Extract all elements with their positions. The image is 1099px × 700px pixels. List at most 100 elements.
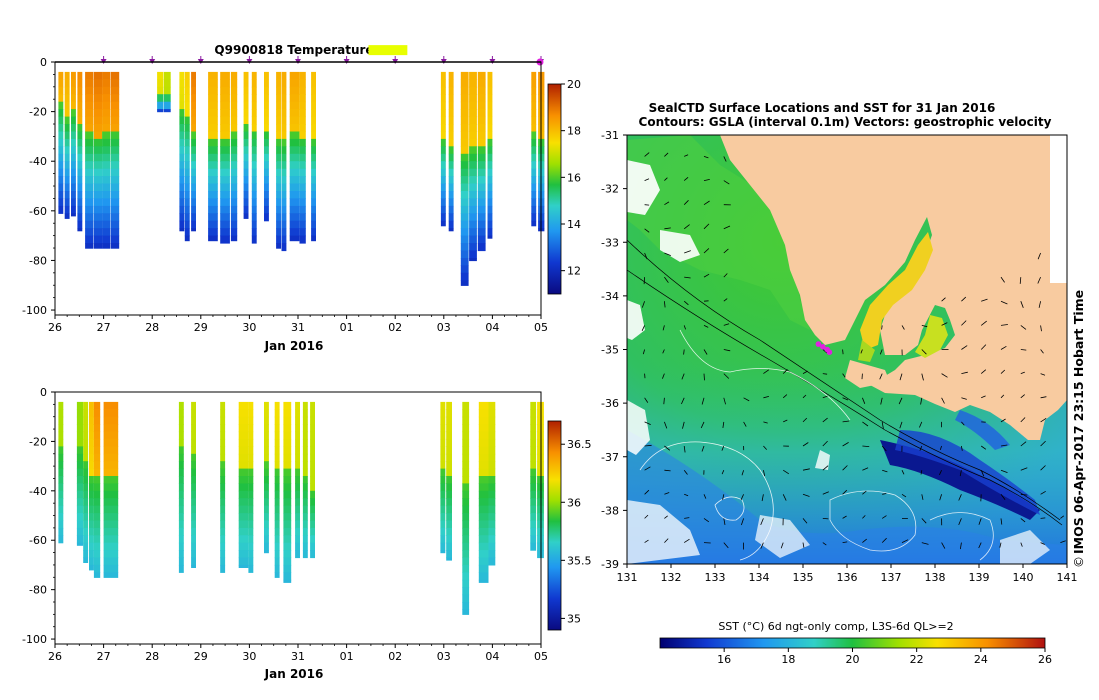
velocity-vector bbox=[980, 445, 987, 450]
profile-cell bbox=[462, 594, 470, 603]
profile-cell bbox=[64, 183, 70, 192]
profile-cell bbox=[530, 453, 537, 462]
profile-cell bbox=[289, 235, 300, 242]
velocity-vector bbox=[842, 515, 847, 519]
profile-cell bbox=[311, 101, 316, 110]
profile-cell bbox=[531, 205, 537, 214]
profile-cell bbox=[220, 453, 226, 462]
profile-cell bbox=[191, 438, 196, 447]
profile-cell bbox=[281, 183, 287, 192]
profile-cell bbox=[289, 205, 300, 214]
profile-cell bbox=[64, 198, 70, 207]
profile-cell bbox=[299, 153, 306, 162]
y-tick-label: -60 bbox=[29, 534, 47, 547]
profile-cell bbox=[289, 183, 300, 192]
y-tick-label: -100 bbox=[22, 633, 47, 646]
profile-cell bbox=[251, 228, 257, 237]
profile-cell bbox=[488, 424, 496, 433]
velocity-vector bbox=[743, 397, 750, 402]
profile-cell bbox=[77, 116, 83, 125]
profile-cell bbox=[110, 71, 120, 80]
profile-cell bbox=[220, 94, 230, 103]
profile-cell bbox=[238, 483, 249, 492]
velocity-vector bbox=[644, 444, 652, 447]
profile-cell bbox=[477, 191, 486, 199]
profile-cell bbox=[302, 453, 308, 462]
profile-cell bbox=[488, 401, 496, 410]
profile-cell bbox=[248, 527, 254, 536]
profile-cell bbox=[477, 198, 486, 207]
profile-cell bbox=[264, 535, 269, 544]
x-tick-label: 29 bbox=[194, 321, 208, 334]
profile-cell bbox=[77, 71, 83, 80]
profile-cell bbox=[531, 79, 537, 88]
profile-cell bbox=[264, 71, 269, 80]
profile-cell bbox=[243, 71, 249, 80]
profile-cell bbox=[179, 220, 185, 229]
profile-cell bbox=[220, 550, 226, 559]
profile-cell bbox=[448, 213, 454, 222]
sst-map-panel: SealCTD Surface Locations and SST for 31… bbox=[601, 101, 1086, 666]
profile-cell bbox=[77, 198, 83, 207]
profile-cell bbox=[238, 490, 249, 499]
profile-cell bbox=[191, 101, 196, 110]
profile-cell bbox=[93, 191, 103, 199]
profile-cell bbox=[184, 146, 190, 155]
profile-cell bbox=[276, 228, 281, 237]
profile-cell bbox=[477, 116, 486, 125]
profile-cell bbox=[446, 424, 452, 433]
profile-cell bbox=[531, 86, 537, 95]
profile-column bbox=[488, 401, 496, 566]
map-x-tick-label: 136 bbox=[837, 571, 858, 584]
profile-cell bbox=[462, 609, 470, 615]
velocity-vector bbox=[881, 445, 887, 452]
profile-cell bbox=[446, 483, 452, 492]
colorbar-tick-label: 20 bbox=[567, 78, 581, 91]
profile-cell bbox=[178, 431, 184, 440]
profile-cell bbox=[251, 161, 257, 170]
profile-cell bbox=[178, 424, 184, 433]
profile-column bbox=[264, 401, 269, 554]
profile-cell bbox=[110, 220, 120, 229]
profile-cell bbox=[191, 431, 196, 440]
profile-cell bbox=[487, 116, 493, 125]
profile-cell bbox=[248, 401, 254, 410]
velocity-vector bbox=[842, 489, 848, 495]
profile-column bbox=[531, 71, 537, 227]
velocity-vector bbox=[822, 491, 829, 495]
velocity-vector bbox=[880, 397, 883, 405]
profile-cell bbox=[276, 213, 281, 222]
profile-cell bbox=[440, 138, 446, 147]
profile-cell bbox=[220, 409, 226, 418]
profile-cell bbox=[238, 424, 249, 433]
profile-cell bbox=[238, 513, 249, 522]
profile-cell bbox=[178, 564, 184, 573]
profile-cell bbox=[220, 527, 226, 536]
profile-cell bbox=[248, 557, 254, 566]
profile-cell bbox=[531, 94, 537, 103]
profile-cell bbox=[477, 205, 486, 214]
profile-cell bbox=[208, 191, 218, 199]
profile-cell bbox=[276, 138, 281, 147]
profile-cell bbox=[83, 438, 89, 447]
profile-column bbox=[299, 71, 306, 244]
profile-cell bbox=[283, 550, 292, 559]
profile-cell bbox=[311, 176, 316, 185]
velocity-vector bbox=[664, 276, 669, 283]
profile-cell bbox=[488, 535, 496, 544]
profile-cell bbox=[478, 527, 489, 536]
profile-cell bbox=[283, 535, 292, 544]
profile-cell bbox=[230, 71, 238, 80]
velocity-vector bbox=[1020, 542, 1023, 547]
profile-cell bbox=[191, 513, 196, 522]
profile-cell bbox=[110, 153, 120, 162]
profile-cell bbox=[110, 168, 120, 177]
profile-cell bbox=[93, 205, 103, 214]
profile-cell bbox=[85, 161, 94, 170]
velocity-vector bbox=[881, 421, 884, 429]
profile-cell bbox=[58, 446, 64, 455]
profile-cell bbox=[238, 557, 249, 566]
profile-cell bbox=[460, 161, 469, 170]
profile-cell bbox=[93, 401, 101, 410]
profile-cell bbox=[230, 79, 238, 88]
